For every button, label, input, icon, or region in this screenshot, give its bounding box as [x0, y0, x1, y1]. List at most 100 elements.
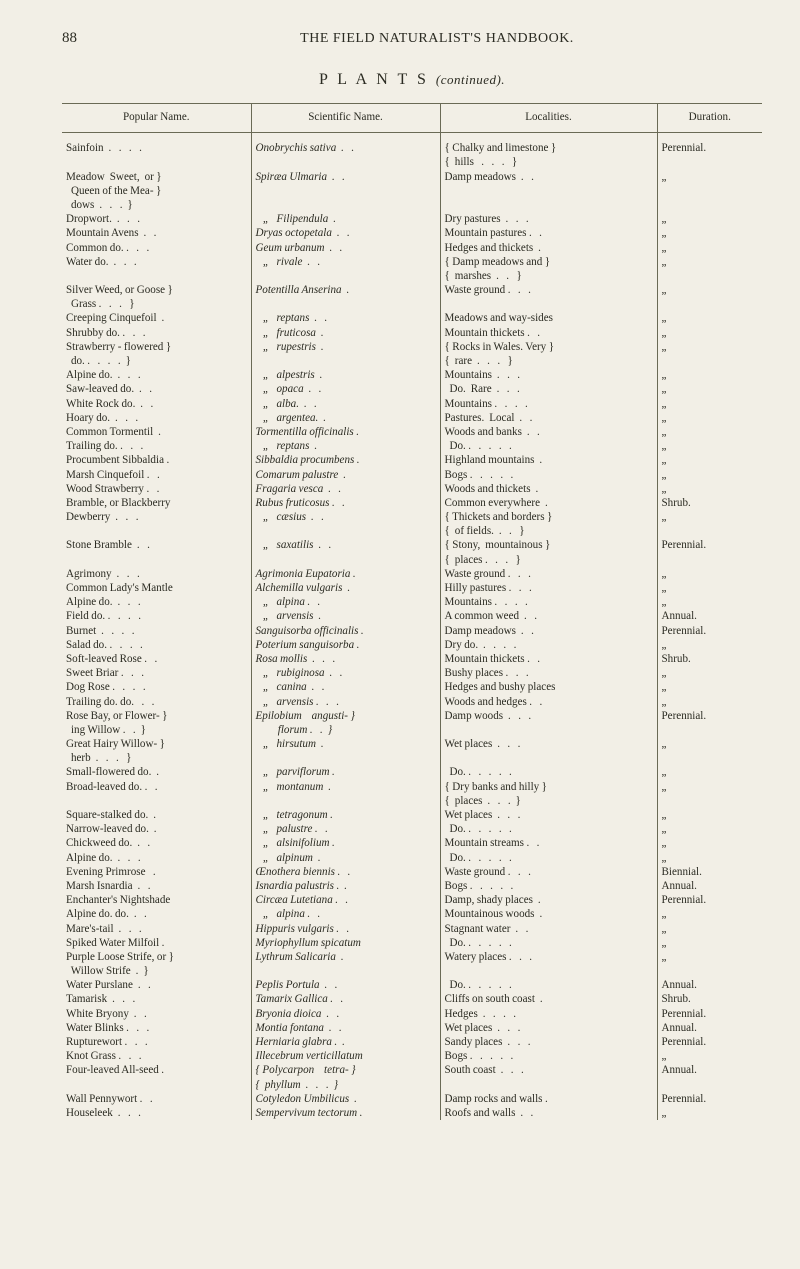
col-scientific: Scientific Name. [251, 104, 440, 133]
cell-duration: „ [657, 226, 762, 240]
cell-popular: Square-stalked do. . [62, 808, 251, 822]
cell-scientific: Bryonia dioica . . [251, 1007, 440, 1021]
section-title: P L A N T S (continued). [62, 71, 762, 89]
table-row: Water Blinks . . .Montia fontana . .Wet … [62, 1021, 762, 1035]
table-row: Bramble, or BlackberryRubus fruticosus .… [62, 496, 762, 510]
cell-localities: Wet places . . . [440, 1021, 657, 1035]
table-row: Common Tormentil .Tormentilla officinali… [62, 425, 762, 439]
table-row: Salad do. . . . .Poterium sanguisorba .D… [62, 638, 762, 652]
table-row: Sainfoin . . . .Onobrychis sativa . .{ C… [62, 141, 762, 169]
cell-duration: „ [657, 255, 762, 283]
cell-duration: „ [657, 936, 762, 950]
cell-scientific: Sibbaldia procumbens . [251, 453, 440, 467]
cell-scientific: Geum urbanum . . [251, 241, 440, 255]
cell-scientific: Fragaria vesca . . [251, 482, 440, 496]
cell-duration: „ [657, 397, 762, 411]
cell-scientific: „ arvensis . . . [251, 695, 440, 709]
cell-scientific: Lythrum Salicaria . [251, 950, 440, 978]
cell-popular: White Rock do. . . [62, 397, 251, 411]
cell-localities: Wet places . . . [440, 808, 657, 822]
cell-scientific: Agrimonia Eupatoria . [251, 567, 440, 581]
table-row: Creeping Cinquefoil . „ reptans . .Meado… [62, 311, 762, 325]
cell-localities: { Stony, mountainous } { places . . . } [440, 538, 657, 566]
cell-localities: Mountains . . . . [440, 397, 657, 411]
cell-popular: Water Blinks . . . [62, 1021, 251, 1035]
cell-popular: Knot Grass . . . [62, 1049, 251, 1063]
cell-localities: Sandy places . . . [440, 1035, 657, 1049]
table-row: Agrimony . . .Agrimonia Eupatoria .Waste… [62, 567, 762, 581]
table-row: Marsh Cinquefoil . .Comarum palustre .Bo… [62, 468, 762, 482]
table-row: Alpine do. do. . . „ alpina . .Mountaino… [62, 907, 762, 921]
cell-duration: „ [657, 170, 762, 213]
cell-popular: Hoary do. . . . [62, 411, 251, 425]
table-header-row: Popular Name. Scientific Name. Localitie… [62, 104, 762, 133]
cell-scientific: „ opaca . . [251, 382, 440, 396]
cell-scientific: „ reptans . [251, 439, 440, 453]
table-row: Square-stalked do. . „ tetragonum .Wet p… [62, 808, 762, 822]
table-row: Knot Grass . . .Illecebrum verticillatum… [62, 1049, 762, 1063]
cell-scientific: Rubus fruticosus . . [251, 496, 440, 510]
cell-duration: Perennial. [657, 893, 762, 907]
cell-duration: „ [657, 666, 762, 680]
cell-popular: Alpine do. do. . . [62, 907, 251, 921]
cell-duration: Perennial. [657, 1092, 762, 1106]
cell-scientific: Illecebrum verticillatum [251, 1049, 440, 1063]
cell-popular: Dewberry . . . [62, 510, 251, 538]
cell-scientific: „ arvensis . [251, 609, 440, 623]
cell-localities: Do. . . . . . [440, 439, 657, 453]
col-localities: Localities. [440, 104, 657, 133]
cell-scientific: „ rubiginosa . . [251, 666, 440, 680]
cell-popular: Mare's-tail . . . [62, 922, 251, 936]
cell-localities: Meadows and way-sides [440, 311, 657, 325]
table-row: Small-flowered do. . „ parviflorum . Do.… [62, 765, 762, 779]
cell-localities: Damp, shady places . [440, 893, 657, 907]
cell-localities: Mountain pastures . . [440, 226, 657, 240]
cell-localities: { Damp meadows and } { marshes . . } [440, 255, 657, 283]
cell-popular: Rose Bay, or Flower- } ing Willow . . } [62, 709, 251, 737]
table-row: Alpine do. . . . „ alpestris .Mountains … [62, 368, 762, 382]
cell-duration: „ [657, 595, 762, 609]
cell-scientific: „ fruticosa . [251, 326, 440, 340]
cell-duration: „ [657, 851, 762, 865]
cell-localities: South coast . . . [440, 1063, 657, 1091]
table-row: Strawberry - flowered } do. . . . . } „ … [62, 340, 762, 368]
table-row: Rose Bay, or Flower- } ing Willow . . }E… [62, 709, 762, 737]
cell-popular: Strawberry - flowered } do. . . . . } [62, 340, 251, 368]
cell-popular: Small-flowered do. . [62, 765, 251, 779]
cell-duration: „ [657, 468, 762, 482]
spacer-row [62, 133, 762, 142]
cell-localities: Damp meadows . . [440, 624, 657, 638]
table-row: Great Hairy Willow- } herb . . . } „ hir… [62, 737, 762, 765]
table-row: Silver Weed, or Goose } Grass . . . }Pot… [62, 283, 762, 311]
cell-popular: Sainfoin . . . . [62, 141, 251, 169]
cell-duration: „ [657, 567, 762, 581]
cell-duration: „ [657, 439, 762, 453]
cell-localities: Watery places . . . [440, 950, 657, 978]
table-row: Houseleek . . .Sempervivum tectorum .Roo… [62, 1106, 762, 1120]
col-duration: Duration. [657, 104, 762, 133]
cell-duration: Annual. [657, 879, 762, 893]
table-row: Saw-leaved do. . . „ opaca . . Do. Rare … [62, 382, 762, 396]
cell-scientific: Tamarix Gallica . . [251, 992, 440, 1006]
table-row: Trailing do. . . . „ reptans . Do. . . .… [62, 439, 762, 453]
cell-popular: Marsh Isnardia . . [62, 879, 251, 893]
table-row: Wall Pennywort . .Cotyledon Umbilicus .D… [62, 1092, 762, 1106]
cell-localities: Dry pastures . . . [440, 212, 657, 226]
cell-localities: Do. . . . . . [440, 978, 657, 992]
cell-popular: Alpine do. . . . [62, 595, 251, 609]
cell-duration: „ [657, 638, 762, 652]
cell-duration: „ [657, 680, 762, 694]
cell-localities: Hedges . . . . [440, 1007, 657, 1021]
cell-popular: Procumbent Sibbaldia . [62, 453, 251, 467]
cell-popular: Field do. . . . . [62, 609, 251, 623]
cell-scientific: „ alpina . . [251, 907, 440, 921]
table-row: Rupturewort . . .Herniaria glabra . .San… [62, 1035, 762, 1049]
table-row: Hoary do. . . . „ argentea. .Pastures. L… [62, 411, 762, 425]
cell-popular: White Bryony . . [62, 1007, 251, 1021]
cell-scientific: { Polycarpon tetra- } { phyllum . . . } [251, 1063, 440, 1091]
cell-scientific: Herniaria glabra . . [251, 1035, 440, 1049]
table-row: Four-leaved All-seed .{ Polycarpon tetra… [62, 1063, 762, 1091]
running-head: 88 THE FIELD NATURALIST'S HANDBOOK. [62, 30, 762, 47]
cell-duration: Perennial. [657, 1007, 762, 1021]
cell-duration: „ [657, 581, 762, 595]
